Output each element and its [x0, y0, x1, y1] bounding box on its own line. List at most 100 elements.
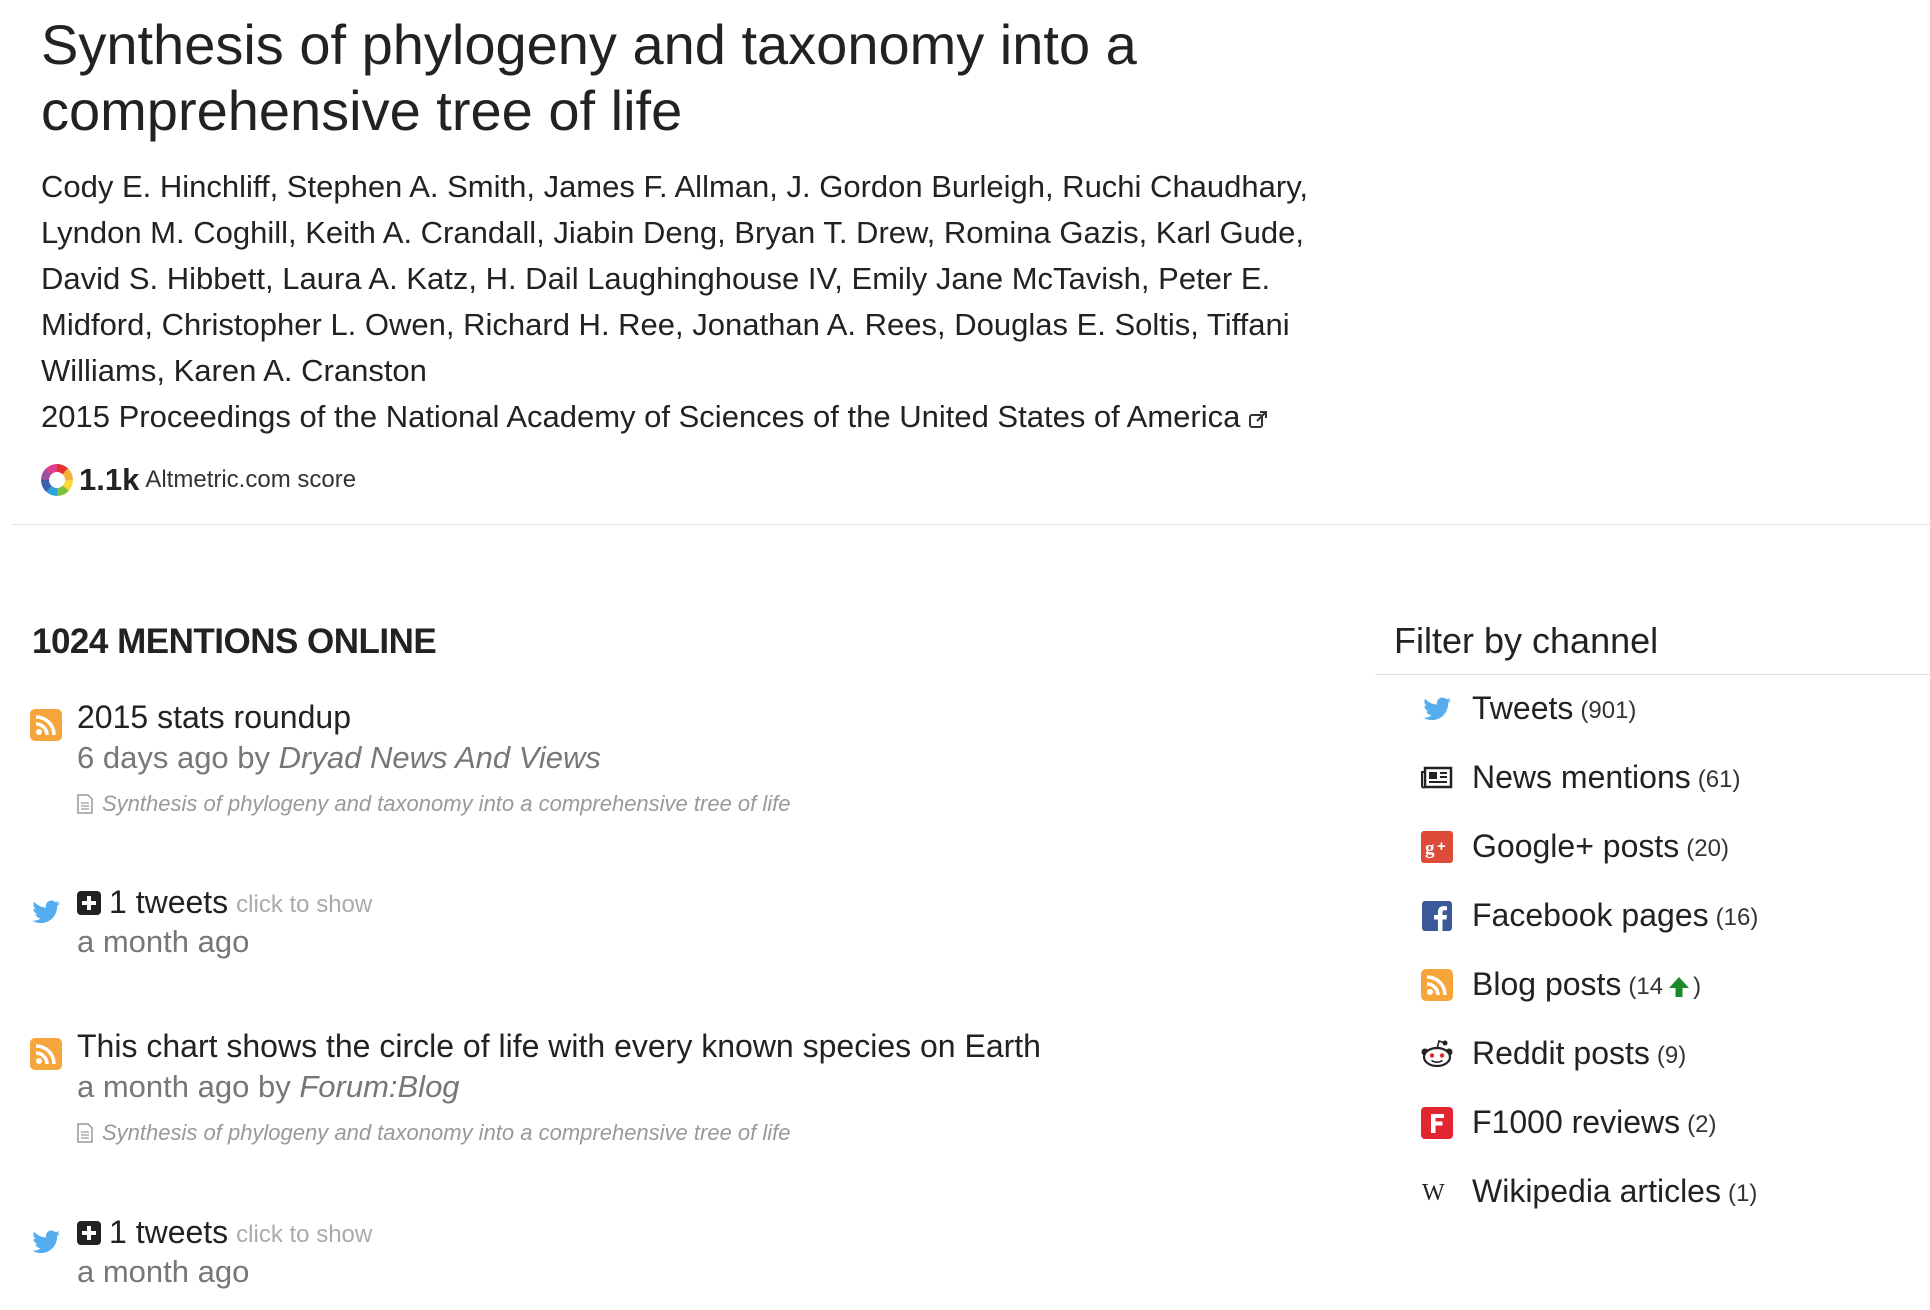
channel-count: (16)	[1716, 904, 1759, 932]
channel-count: (61)	[1698, 766, 1741, 794]
mention-reference: Synthesis of phylogeny and taxonomy into…	[77, 787, 791, 821]
expand-plus-icon[interactable]	[77, 890, 101, 915]
tweet-count[interactable]: 1 tweets	[109, 1214, 229, 1250]
paren-close: )	[1693, 972, 1702, 1000]
count-value: 2	[1695, 1110, 1709, 1138]
paren-open: (	[1697, 765, 1706, 793]
paren-open: (	[1656, 1041, 1665, 1069]
channel-label[interactable]: Facebook pages	[1472, 897, 1709, 933]
channel-label[interactable]: Tweets	[1472, 690, 1574, 726]
twitter-icon	[32, 1230, 60, 1254]
paper-header: Synthesis of phylogeny and taxonomy into…	[41, 12, 1331, 440]
svg-text:g: g	[1425, 838, 1435, 859]
channel-label[interactable]: Reddit posts	[1472, 1035, 1650, 1071]
reference-title: Synthesis of phylogeny and taxonomy into…	[102, 791, 791, 816]
paren-open: (	[1687, 1110, 1696, 1138]
header-divider	[12, 524, 1930, 525]
click-to-show[interactable]: click to show	[236, 1220, 373, 1248]
paren-close: )	[1720, 834, 1729, 862]
f1000-icon	[1420, 1106, 1454, 1140]
mention-reference: Synthesis of phylogeny and taxonomy into…	[77, 1116, 1041, 1150]
google-plus-icon: g +	[1420, 830, 1454, 864]
channel-reddit[interactable]: Reddit posts (9)	[1420, 1035, 1686, 1072]
channel-facebook[interactable]: Facebook pages (16)	[1420, 897, 1758, 934]
document-icon	[77, 1123, 93, 1143]
channel-count: (14)	[1628, 973, 1701, 1001]
tweet-expander[interactable]: 1 tweets click to show	[77, 1214, 372, 1251]
reference-title: Synthesis of phylogeny and taxonomy into…	[102, 1120, 791, 1145]
channel-label[interactable]: News mentions	[1472, 759, 1691, 795]
count-value: 20	[1694, 834, 1721, 862]
channel-count: (2)	[1687, 1111, 1716, 1139]
channel-count: (9)	[1657, 1042, 1686, 1070]
channel-count: (1)	[1728, 1180, 1757, 1208]
altmetric-score[interactable]: 1.1k Altmetric.com score	[41, 462, 356, 498]
journal-link[interactable]: 2015 Proceedings of the National Academy…	[41, 394, 1331, 440]
count-value: 16	[1723, 903, 1751, 931]
channel-label[interactable]: Blog posts	[1472, 966, 1622, 1002]
mention-meta: 6 days ago by Dryad News And Views	[77, 737, 791, 779]
mention-source[interactable]: Forum:Blog	[299, 1069, 460, 1104]
twitter-icon	[32, 900, 60, 924]
paren-open: (	[1628, 972, 1637, 1000]
rss-icon	[30, 1038, 62, 1070]
altmetric-donut-icon	[41, 464, 73, 496]
mention-time: 6 days ago by	[77, 740, 271, 775]
rss-icon	[30, 709, 62, 741]
channel-tweets[interactable]: Tweets (901)	[1420, 690, 1636, 727]
paren-open: (	[1580, 696, 1589, 724]
journal-name[interactable]: 2015 Proceedings of the National Academy…	[41, 399, 1241, 434]
count-value: 9	[1664, 1041, 1679, 1069]
channel-label[interactable]: Wikipedia articles	[1472, 1173, 1721, 1209]
channel-label[interactable]: Google+ posts	[1472, 828, 1680, 864]
document-icon	[77, 794, 93, 814]
reddit-icon	[1420, 1037, 1454, 1071]
mention-source[interactable]: Dryad News And Views	[278, 740, 601, 775]
wikipedia-icon: W	[1420, 1175, 1454, 1209]
score-value: 1.1k	[79, 462, 140, 497]
paren-close: )	[1732, 765, 1741, 793]
channel-wikipedia[interactable]: W Wikipedia articles (1)	[1420, 1173, 1757, 1210]
channel-label[interactable]: F1000 reviews	[1472, 1104, 1681, 1140]
mention-meta: a month ago by Forum:Blog	[77, 1066, 1041, 1108]
count-value: 901	[1588, 696, 1629, 724]
facebook-icon	[1420, 899, 1454, 933]
channel-count: (901)	[1580, 697, 1636, 725]
count-value: 14	[1636, 972, 1664, 1000]
paren-open: (	[1727, 1179, 1736, 1207]
tweet-expander[interactable]: 1 tweets click to show	[77, 884, 372, 921]
filter-heading: Filter by channel	[1394, 620, 1659, 661]
mention-title[interactable]: This chart shows the circle of life with…	[77, 1028, 1041, 1064]
count-value: 1	[1735, 1179, 1750, 1207]
paren-close: )	[1678, 1041, 1687, 1069]
mentions-heading: 1024 MENTIONS ONLINE	[32, 622, 437, 661]
tweet-count[interactable]: 1 tweets	[109, 884, 229, 920]
channel-news[interactable]: News mentions (61)	[1420, 759, 1740, 796]
trend-up-arrow-icon	[1669, 976, 1690, 997]
news-icon	[1420, 761, 1454, 795]
click-to-show[interactable]: click to show	[236, 890, 373, 918]
paren-close: )	[1750, 903, 1759, 931]
author-list: Cody E. Hinchliff, Stephen A. Smith, Jam…	[41, 169, 1309, 388]
paren-close: )	[1749, 1179, 1758, 1207]
channel-google-plus[interactable]: g + Google+ posts (20)	[1420, 828, 1729, 865]
channel-f1000[interactable]: F1000 reviews (2)	[1420, 1104, 1716, 1141]
paren-open: (	[1715, 903, 1724, 931]
external-link-icon[interactable]	[1248, 410, 1268, 430]
svg-text:W: W	[1422, 1180, 1445, 1204]
paren-close: )	[1628, 696, 1637, 724]
expand-plus-icon[interactable]	[77, 1220, 101, 1245]
paren-close: )	[1708, 1110, 1717, 1138]
mention-time: a month ago	[77, 1254, 250, 1289]
paren-open: (	[1686, 834, 1695, 862]
mention-time: a month ago	[77, 924, 250, 959]
channel-blogs[interactable]: Blog posts (14)	[1420, 966, 1701, 1003]
filter-divider	[1375, 674, 1930, 675]
score-label: Altmetric.com score	[145, 466, 357, 493]
count-value: 61	[1705, 765, 1733, 793]
rss-icon	[1420, 968, 1454, 1002]
twitter-icon	[1420, 692, 1454, 726]
paper-title: Synthesis of phylogeny and taxonomy into…	[41, 13, 1137, 142]
mention-title[interactable]: 2015 stats roundup	[77, 699, 351, 735]
svg-text:+: +	[1437, 838, 1446, 855]
